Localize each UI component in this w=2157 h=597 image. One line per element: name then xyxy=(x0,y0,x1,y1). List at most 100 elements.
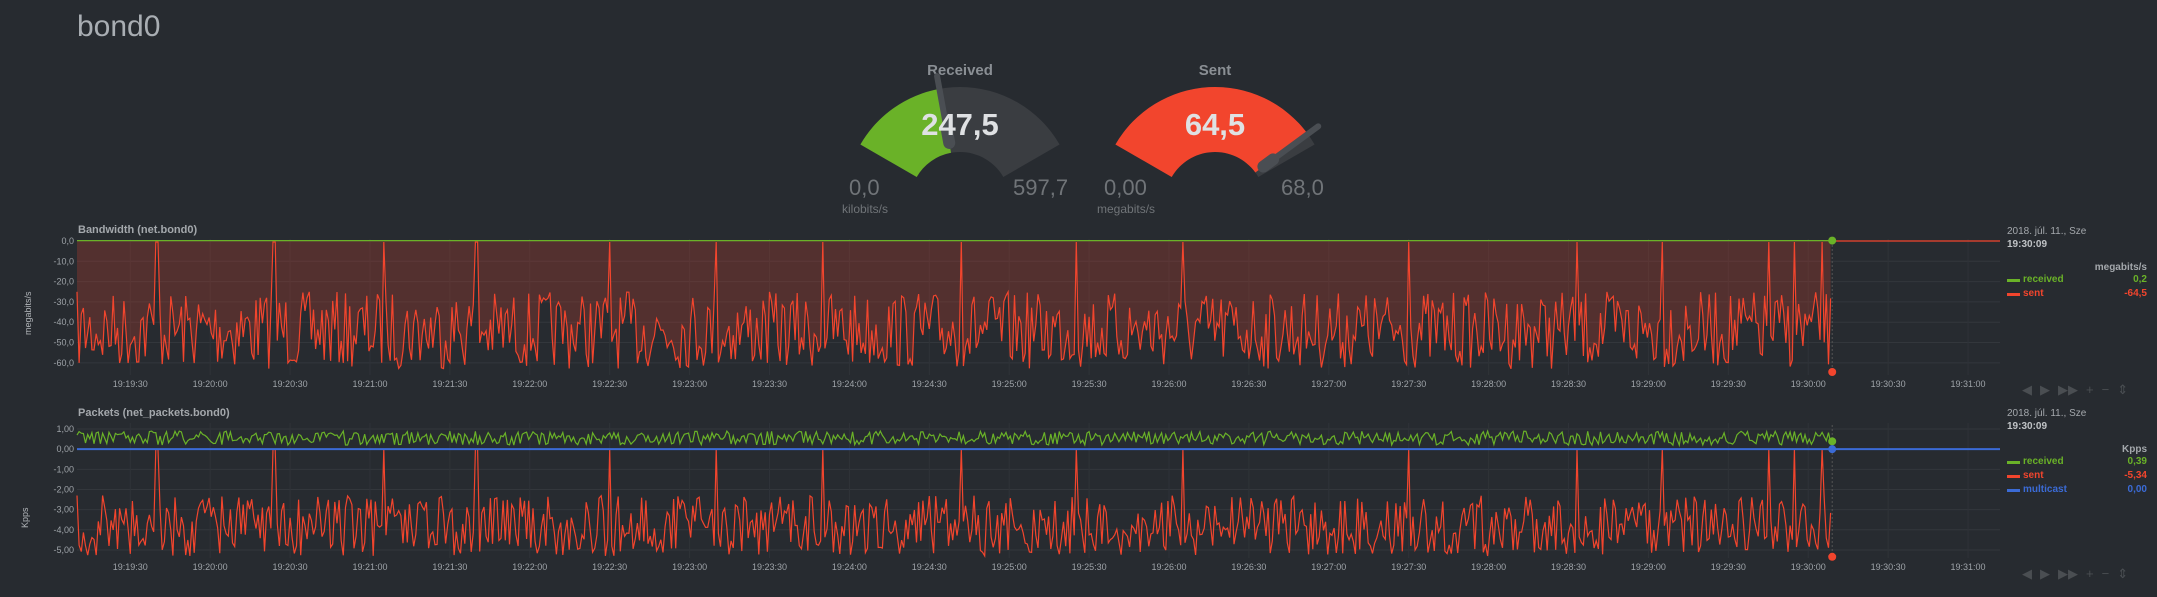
gauge-value: 247,5 xyxy=(921,107,999,142)
hover-point-multicast xyxy=(1828,445,1837,454)
resize-icon[interactable]: ⇕ xyxy=(2117,566,2129,581)
x-tick-label: 19:27:30 xyxy=(1391,379,1426,389)
zoom-out-icon[interactable]: − xyxy=(2101,382,2110,397)
play-icon[interactable]: ▶ xyxy=(2040,382,2050,397)
x-tick-label: 19:30:30 xyxy=(1871,379,1906,389)
x-tick-label: 19:24:00 xyxy=(832,562,867,572)
legend-name: received xyxy=(2023,456,2064,467)
x-tick-label: 19:23:00 xyxy=(672,562,707,572)
zoom-in-icon[interactable]: + xyxy=(2086,382,2094,397)
y-tick-label: -2,00 xyxy=(53,484,74,494)
gauge-fill xyxy=(1115,87,1308,177)
resize-icon[interactable]: ⇕ xyxy=(2117,382,2129,397)
x-tick-label: 19:29:00 xyxy=(1631,562,1666,572)
legend-item-received[interactable]: received 0,2 xyxy=(2007,273,2147,287)
legend-swatch xyxy=(2007,489,2020,492)
legend-date: 2018. júl. 11., Sze xyxy=(2007,226,2087,237)
x-tick-label: 19:19:30 xyxy=(113,379,148,389)
x-tick-label: 19:21:30 xyxy=(432,379,467,389)
y-tick-label: 0,00 xyxy=(56,444,74,454)
x-tick-label: 19:27:30 xyxy=(1391,562,1426,572)
x-tick-label: 19:20:30 xyxy=(273,379,308,389)
gauge-fill xyxy=(860,88,952,177)
chart-title: Packets (net_packets.bond0) xyxy=(78,407,230,419)
legend-swatch xyxy=(2007,279,2020,282)
gauge-value: 64,5 xyxy=(1184,107,1246,142)
y-tick-label: -20,0 xyxy=(53,277,74,287)
x-tick-label: 19:24:30 xyxy=(912,562,947,572)
legend-swatch xyxy=(2007,475,2020,478)
pan-left-icon[interactable]: ◀ xyxy=(2022,566,2032,581)
x-tick-label: 19:25:00 xyxy=(992,562,1027,572)
chart-legend: 2018. júl. 11., Sze 19:30:09 megabits/s … xyxy=(2007,226,2147,301)
zoom-in-icon[interactable]: + xyxy=(2086,566,2094,581)
series-sent-line xyxy=(76,448,1832,558)
y-tick-label: -3,00 xyxy=(53,505,74,515)
legend-time: 19:30:09 xyxy=(2007,421,2048,432)
gauge-received-dial xyxy=(860,73,1060,177)
legend-value: -5,34 xyxy=(2124,470,2147,481)
legend-units: Kpps xyxy=(2122,444,2147,455)
y-tick-label: -4,00 xyxy=(53,525,74,535)
x-tick-label: 19:28:30 xyxy=(1551,562,1586,572)
hover-point-sent xyxy=(1828,367,1837,376)
pan-left-icon[interactable]: ◀ xyxy=(2022,382,2032,397)
x-tick-label: 19:20:00 xyxy=(193,379,228,389)
gauge-min: 0,0 xyxy=(849,175,880,200)
x-tick-label: 19:23:30 xyxy=(752,562,787,572)
series-sent-line xyxy=(76,241,1832,370)
x-tick-label: 19:30:00 xyxy=(1791,562,1826,572)
packets-plot[interactable]: 1,00 0,00 -1,00 -2,00 -3,00 -4,00 -5,00 19:19:3… xyxy=(0,406,2157,592)
x-tick-label: 19:28:00 xyxy=(1471,562,1506,572)
x-tick-label: 19:24:30 xyxy=(912,379,947,389)
y-tick-label: -1,00 xyxy=(53,464,74,474)
gauge-max: 597,7 xyxy=(1013,175,1069,200)
legend-value: 0,00 xyxy=(2127,484,2147,495)
x-tick-label: 19:30:30 xyxy=(1871,562,1906,572)
legend-name: received xyxy=(2023,274,2064,285)
x-tick-label: 19:29:30 xyxy=(1711,379,1746,389)
x-tick-label: 19:24:00 xyxy=(832,379,867,389)
x-tick-label: 19:27:00 xyxy=(1311,562,1346,572)
legend-name: sent xyxy=(2023,288,2044,299)
x-tick-label: 19:25:30 xyxy=(1072,562,1107,572)
x-tick-label: 19:26:30 xyxy=(1231,562,1266,572)
pan-right-icon[interactable]: ▶▶ xyxy=(2058,382,2078,397)
chart-toolbar: ◀ ▶ ▶▶ + − ⇕ xyxy=(2022,566,2128,582)
gauge-received: Received 247,5 0,0 597,7 kilobits/s xyxy=(840,62,1080,222)
x-tick-label: 19:21:00 xyxy=(352,379,387,389)
play-icon[interactable]: ▶ xyxy=(2040,566,2050,581)
legend-item-sent[interactable]: sent -5,34 xyxy=(2007,469,2147,483)
hover-point-received xyxy=(1828,236,1837,245)
gauge-needle-base xyxy=(941,125,956,149)
packets-chart[interactable]: Packets (net_packets.bond0) Kpps 1,00 0,0… xyxy=(0,406,2157,592)
x-tick-label: 19:31:00 xyxy=(1951,562,1986,572)
x-tick-label: 19:22:30 xyxy=(592,562,627,572)
x-tick-label: 19:25:30 xyxy=(1072,379,1107,389)
y-tick-label: -30,0 xyxy=(53,297,74,307)
x-tick-label: 19:19:30 xyxy=(113,562,148,572)
legend-item-multicast[interactable]: multicast 0,00 xyxy=(2007,483,2147,497)
x-tick-label: 19:23:30 xyxy=(752,379,787,389)
y-tick-label: -50,0 xyxy=(53,338,74,348)
chart-title: Bandwidth (net.bond0) xyxy=(78,224,198,236)
gauge-units: kilobits/s xyxy=(842,202,889,216)
x-tick-label: 19:28:30 xyxy=(1551,379,1586,389)
x-tick-label: 19:22:30 xyxy=(592,379,627,389)
zoom-out-icon[interactable]: − xyxy=(2101,566,2110,581)
bandwidth-plot[interactable]: 0,0 -10,0 -20,0 -30,0 -40,0 -50,0 -60,0 19:19:3… xyxy=(0,222,2157,402)
legend-name: multicast xyxy=(2023,484,2067,495)
gauge-min: 0,00 xyxy=(1104,175,1147,200)
legend-swatch xyxy=(2007,461,2020,464)
legend-item-sent[interactable]: sent -64,5 xyxy=(2007,287,2147,301)
x-tick-label: 19:20:30 xyxy=(273,562,308,572)
legend-units: megabits/s xyxy=(2094,262,2147,273)
pan-right-icon[interactable]: ▶▶ xyxy=(2058,566,2078,581)
x-tick-label: 19:29:30 xyxy=(1711,562,1746,572)
hover-point-sent xyxy=(1828,552,1837,561)
series-received-line xyxy=(76,429,1832,448)
hover-point-received xyxy=(1828,437,1837,446)
bandwidth-chart[interactable]: Bandwidth (net.bond0) megabits/s 0,0 -10,… xyxy=(0,222,2157,402)
legend-item-received[interactable]: received 0,39 xyxy=(2007,455,2147,469)
x-tick-label: 19:22:00 xyxy=(512,562,547,572)
